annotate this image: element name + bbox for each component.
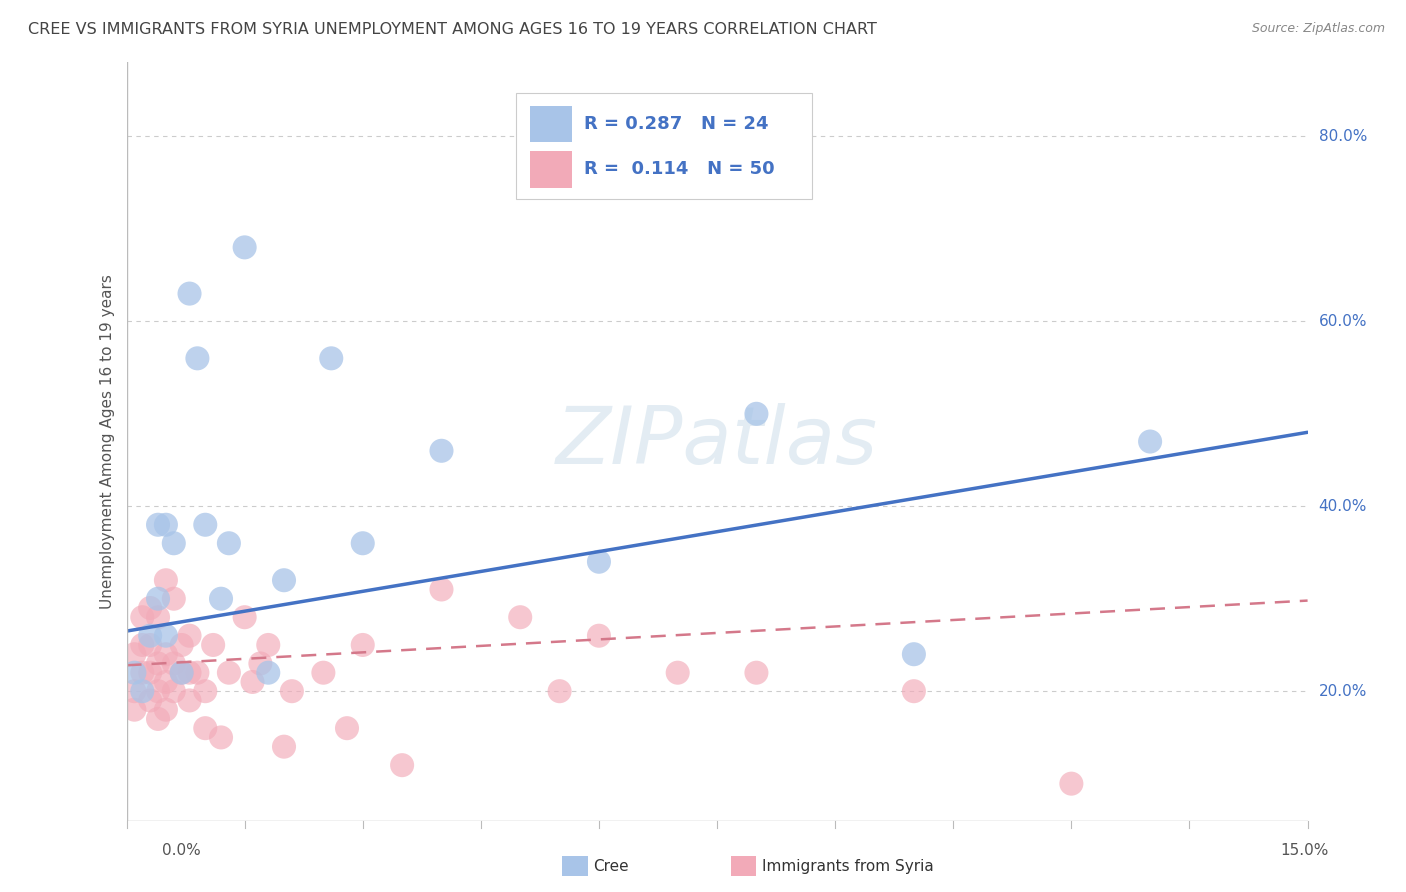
Point: [209, 731, 232, 745]
Point: [745, 407, 768, 421]
Point: [155, 675, 177, 690]
Point: [273, 739, 295, 754]
Text: 80.0%: 80.0%: [1319, 129, 1367, 144]
Point: [209, 591, 232, 606]
FancyBboxPatch shape: [530, 151, 572, 187]
Point: [186, 351, 208, 366]
Point: [155, 703, 177, 717]
Point: [139, 693, 162, 707]
Point: [146, 657, 169, 671]
Point: [139, 638, 162, 652]
FancyBboxPatch shape: [516, 93, 811, 199]
Text: 40.0%: 40.0%: [1319, 499, 1367, 514]
Text: R = 0.287   N = 24: R = 0.287 N = 24: [583, 115, 768, 133]
Point: [588, 629, 610, 643]
Point: [509, 610, 531, 624]
Point: [903, 684, 925, 698]
Point: [131, 665, 153, 680]
Text: 20.0%: 20.0%: [1319, 683, 1367, 698]
Text: R =  0.114   N = 50: R = 0.114 N = 50: [583, 161, 775, 178]
Y-axis label: Unemployment Among Ages 16 to 19 years: Unemployment Among Ages 16 to 19 years: [100, 274, 115, 609]
Point: [170, 665, 193, 680]
Point: [281, 684, 304, 698]
Point: [155, 517, 177, 532]
Point: [257, 638, 280, 652]
Point: [273, 573, 295, 587]
Point: [124, 647, 146, 661]
Point: [336, 721, 359, 735]
Text: CREE VS IMMIGRANTS FROM SYRIA UNEMPLOYMENT AMONG AGES 16 TO 19 YEARS CORRELATION: CREE VS IMMIGRANTS FROM SYRIA UNEMPLOYME…: [28, 22, 877, 37]
Point: [163, 591, 186, 606]
Point: [194, 721, 217, 735]
Point: [233, 240, 256, 254]
Point: [179, 286, 201, 301]
Point: [352, 536, 374, 550]
Point: [1060, 777, 1083, 791]
Text: 60.0%: 60.0%: [1319, 314, 1367, 329]
Point: [179, 693, 201, 707]
Point: [249, 657, 271, 671]
Point: [139, 629, 162, 643]
Point: [163, 684, 186, 698]
Point: [233, 610, 256, 624]
Point: [548, 684, 571, 698]
Point: [163, 657, 186, 671]
Point: [170, 638, 193, 652]
Point: [179, 665, 201, 680]
Point: [155, 629, 177, 643]
Text: ZIPatlas: ZIPatlas: [555, 402, 879, 481]
Point: [155, 647, 177, 661]
Point: [257, 665, 280, 680]
Point: [139, 601, 162, 615]
Point: [131, 610, 153, 624]
Point: [391, 758, 413, 772]
Point: [745, 665, 768, 680]
Point: [312, 665, 335, 680]
Point: [352, 638, 374, 652]
Text: 15.0%: 15.0%: [1281, 843, 1329, 858]
Point: [124, 703, 146, 717]
Point: [186, 665, 208, 680]
Point: [146, 517, 169, 532]
Point: [666, 665, 689, 680]
Point: [146, 684, 169, 698]
Point: [131, 638, 153, 652]
Point: [321, 351, 343, 366]
Point: [146, 610, 169, 624]
Text: Immigrants from Syria: Immigrants from Syria: [762, 859, 934, 873]
Point: [430, 443, 453, 458]
Point: [170, 665, 193, 680]
Point: [194, 684, 217, 698]
Text: 0.0%: 0.0%: [162, 843, 201, 858]
Point: [146, 712, 169, 726]
Point: [242, 675, 264, 690]
FancyBboxPatch shape: [530, 105, 572, 142]
Point: [218, 665, 240, 680]
Point: [131, 684, 153, 698]
Point: [218, 536, 240, 550]
Point: [202, 638, 225, 652]
Text: Source: ZipAtlas.com: Source: ZipAtlas.com: [1251, 22, 1385, 36]
Point: [430, 582, 453, 597]
Point: [139, 665, 162, 680]
Point: [124, 684, 146, 698]
Text: Cree: Cree: [593, 859, 628, 873]
Point: [588, 555, 610, 569]
Point: [903, 647, 925, 661]
Point: [179, 629, 201, 643]
Point: [124, 665, 146, 680]
Point: [194, 517, 217, 532]
Point: [155, 573, 177, 587]
Point: [146, 591, 169, 606]
Point: [163, 536, 186, 550]
Point: [1139, 434, 1161, 449]
